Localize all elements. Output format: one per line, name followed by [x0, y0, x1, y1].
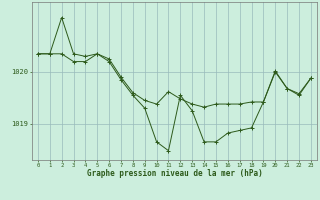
X-axis label: Graphe pression niveau de la mer (hPa): Graphe pression niveau de la mer (hPa) [86, 169, 262, 178]
